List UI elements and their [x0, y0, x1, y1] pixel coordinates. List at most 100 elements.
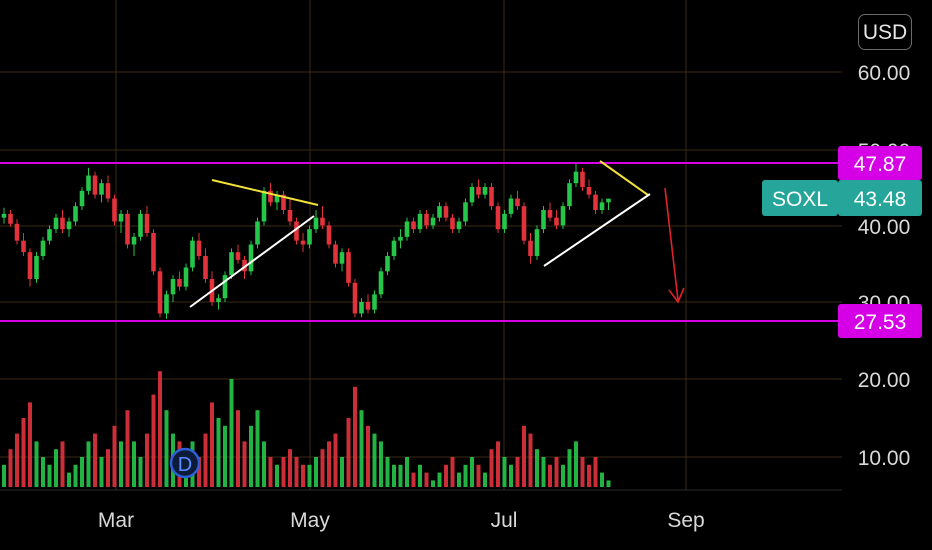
price-axis-label: 40.00	[858, 216, 911, 239]
volume-bar	[327, 441, 331, 487]
volume-bar	[379, 441, 383, 487]
candle-body	[326, 225, 332, 245]
volume-bar	[483, 472, 487, 487]
volume-bar	[320, 449, 325, 487]
candle-body	[27, 252, 33, 279]
volume-bar	[281, 457, 286, 487]
volume-bar	[8, 449, 13, 487]
trendline-yellow-1[interactable]	[211, 179, 319, 206]
candle-body	[105, 183, 111, 199]
volume-bar	[437, 472, 442, 487]
volume-bar	[392, 464, 396, 487]
candle-body	[450, 217, 455, 230]
candle-body	[313, 217, 319, 230]
candle-body	[469, 187, 475, 203]
candle-body	[73, 206, 78, 222]
volume-bar	[86, 441, 91, 487]
volume-bar	[203, 433, 208, 487]
volume-bar	[593, 457, 598, 487]
volume-axis-label: 20.00	[858, 369, 911, 392]
candle-body	[411, 221, 416, 230]
volume-bar	[236, 410, 240, 487]
candle-body	[164, 294, 169, 314]
trendline-yellow-2[interactable]	[599, 160, 649, 196]
volume-bar	[398, 464, 403, 487]
candle-body	[66, 221, 72, 230]
candle-body	[586, 187, 592, 195]
candle-body	[476, 187, 481, 195]
candle-body	[79, 190, 85, 207]
forecast-arrow-shaft[interactable]	[664, 187, 679, 301]
volume-bar	[580, 457, 585, 487]
dividend-marker-label: D	[178, 454, 192, 476]
volume-bar	[509, 464, 513, 487]
volume-bar	[125, 410, 130, 487]
candle-body	[222, 275, 228, 299]
candle-body	[365, 302, 371, 310]
level-price-tag[interactable]	[838, 146, 922, 180]
trendline-white-2[interactable]	[543, 193, 651, 267]
dividend-icon[interactable]: D	[169, 447, 201, 479]
trendline-white-1[interactable]	[189, 215, 315, 308]
candle-body	[60, 217, 65, 230]
candle-body	[560, 206, 566, 226]
candle-body	[287, 210, 293, 222]
volume-bar	[138, 457, 143, 487]
volume-bar	[561, 464, 565, 487]
volume-bar	[47, 464, 52, 487]
volume-bars	[2, 371, 611, 487]
candle-body	[151, 233, 156, 272]
price-axis-label: 60.00	[858, 62, 911, 85]
candle-body	[554, 217, 559, 226]
level-price-tag[interactable]	[838, 304, 922, 338]
candle-body	[300, 240, 306, 245]
volume-bar	[15, 433, 19, 487]
volume-bar	[359, 410, 364, 487]
volume-axis-label: 10.00	[858, 447, 911, 470]
candle-body	[138, 213, 143, 237]
volume-bar	[600, 472, 604, 487]
candle-body	[424, 213, 429, 226]
volume-bar	[457, 472, 461, 487]
volume-bar	[275, 464, 279, 487]
candle-body	[255, 221, 260, 245]
volume-bar	[73, 464, 78, 487]
candle-body	[1, 213, 7, 218]
volume-bar	[307, 464, 312, 487]
horizontal-levels	[0, 162, 838, 322]
volume-bar	[34, 441, 39, 487]
volume-bar	[41, 457, 45, 487]
volume-bar	[132, 441, 136, 487]
candle-body	[229, 252, 234, 276]
volume-bar	[489, 449, 494, 487]
ticker-tag[interactable]	[762, 180, 838, 216]
volume-bar	[424, 472, 429, 487]
candle-body	[14, 223, 20, 241]
time-axis-label: Sep	[667, 509, 704, 532]
volume-bar	[476, 464, 481, 487]
price-tags: 47.87 27.53 SOXL 43.48	[762, 146, 922, 338]
candle-body	[92, 175, 98, 195]
volume-bar	[587, 464, 591, 487]
candle-body	[385, 256, 390, 272]
candle-body	[547, 210, 553, 218]
last-price-tag[interactable]	[838, 180, 922, 216]
candle-body	[190, 240, 195, 268]
volume-bar	[366, 425, 370, 487]
candle-body	[274, 194, 280, 203]
candle-body	[482, 187, 488, 195]
volume-bar	[522, 425, 526, 487]
candle-body	[203, 256, 208, 279]
candle-body	[170, 279, 176, 295]
candle-body	[593, 194, 598, 210]
volume-bar	[606, 480, 611, 487]
forecast-arrow-head	[668, 287, 685, 304]
candle-body	[346, 252, 351, 283]
volume-bar	[444, 464, 448, 487]
currency-button[interactable]: USD	[858, 14, 912, 50]
candle-body	[47, 229, 52, 241]
volume-bar	[28, 402, 32, 487]
volume-bar	[528, 433, 533, 487]
volume-bar	[54, 449, 58, 487]
